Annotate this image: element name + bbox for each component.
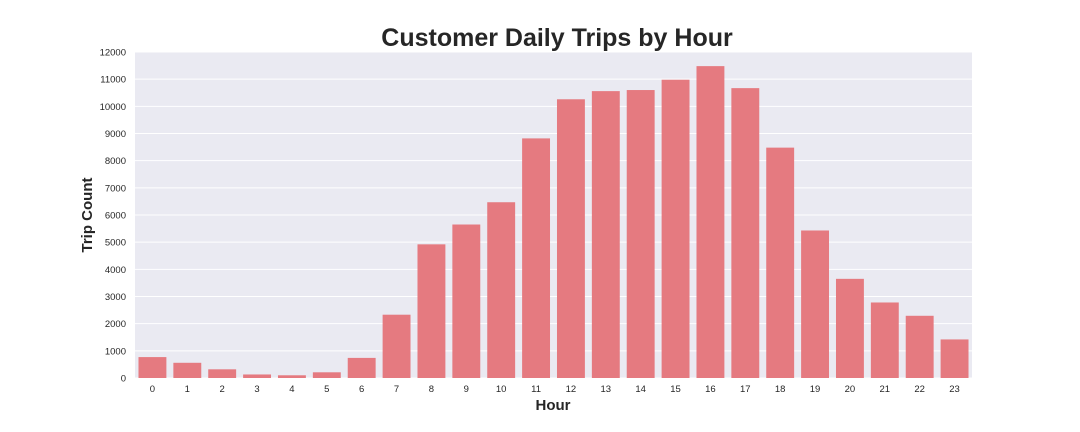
- bar-hour-7: [383, 315, 411, 378]
- chart-title: Customer Daily Trips by Hour: [381, 24, 733, 52]
- x-tick-label: 11: [531, 384, 541, 395]
- bar-hour-3: [243, 374, 271, 378]
- y-tick-label: 7000: [105, 183, 126, 194]
- y-tick-label: 10000: [100, 102, 126, 113]
- bar-hour-10: [487, 202, 515, 378]
- y-tick-label: 11000: [100, 75, 126, 86]
- bar-hour-23: [941, 339, 969, 378]
- bar-hour-18: [766, 148, 794, 378]
- y-tick-label: 1000: [105, 346, 126, 357]
- bar-hour-20: [836, 279, 864, 378]
- bar-hour-2: [208, 369, 236, 378]
- y-tick-label: 3000: [105, 292, 126, 303]
- x-tick-label: 5: [324, 384, 329, 395]
- x-tick-label: 20: [845, 384, 856, 395]
- x-tick-label: 18: [775, 384, 786, 395]
- y-tick-label: 2000: [105, 319, 126, 330]
- bar-hour-4: [278, 375, 306, 378]
- bar-hour-11: [522, 138, 550, 378]
- x-tick-label: 3: [254, 384, 259, 395]
- bar-hour-5: [313, 372, 341, 378]
- x-tick-label: 7: [394, 384, 399, 395]
- bar-hour-15: [662, 80, 690, 378]
- bar-hour-19: [801, 230, 829, 378]
- x-tick-label: 0: [150, 384, 155, 395]
- y-tick-label: 6000: [105, 211, 126, 222]
- y-tick-label: 4000: [105, 265, 126, 276]
- y-tick-label: 12000: [100, 48, 126, 59]
- bar-hour-0: [138, 357, 166, 378]
- x-tick-label: 21: [880, 384, 891, 395]
- bar-hour-21: [871, 302, 899, 378]
- x-tick-label: 4: [289, 384, 294, 395]
- x-axis-label: Hour: [536, 397, 571, 414]
- x-tick-label: 23: [949, 384, 960, 395]
- x-tick-label: 8: [429, 384, 434, 395]
- y-tick-label: 5000: [105, 238, 126, 249]
- x-tick-label: 10: [496, 384, 507, 395]
- bar-hour-16: [696, 66, 724, 378]
- bar-hour-14: [627, 90, 655, 378]
- bar-hour-6: [348, 358, 376, 378]
- y-axis-ticks: 0 1000 2000 3000 4000 5000 6000 7000 8000 9000 100…: [100, 48, 126, 385]
- x-tick-label: 2: [220, 384, 225, 395]
- bar-hour-1: [173, 363, 201, 378]
- x-tick-label: 1: [185, 384, 190, 395]
- bar-hour-9: [452, 225, 480, 378]
- bar-hour-8: [417, 244, 445, 378]
- x-tick-label: 14: [635, 384, 646, 395]
- bar-hour-22: [906, 316, 934, 378]
- x-tick-label: 17: [740, 384, 751, 395]
- x-axis-ticks: 0 1 2 3 4 5 6 7 8 9 10 11 12 13 14 15 16 17 18 19 20 21 22 23: [150, 384, 960, 395]
- y-tick-label: 0: [121, 374, 126, 385]
- x-tick-label: 9: [464, 384, 469, 395]
- y-tick-label: 8000: [105, 156, 126, 167]
- bar-hour-12: [557, 99, 585, 378]
- x-tick-label: 13: [601, 384, 612, 395]
- x-tick-label: 16: [705, 384, 716, 395]
- y-tick-label: 9000: [105, 129, 126, 140]
- bar-hour-13: [592, 91, 620, 378]
- x-tick-label: 12: [566, 384, 577, 395]
- x-tick-label: 22: [914, 384, 925, 395]
- x-tick-label: 15: [670, 384, 681, 395]
- x-tick-label: 6: [359, 384, 364, 395]
- bar-hour-17: [731, 88, 759, 378]
- y-axis-label: Trip Count: [79, 178, 96, 253]
- x-tick-label: 19: [810, 384, 821, 395]
